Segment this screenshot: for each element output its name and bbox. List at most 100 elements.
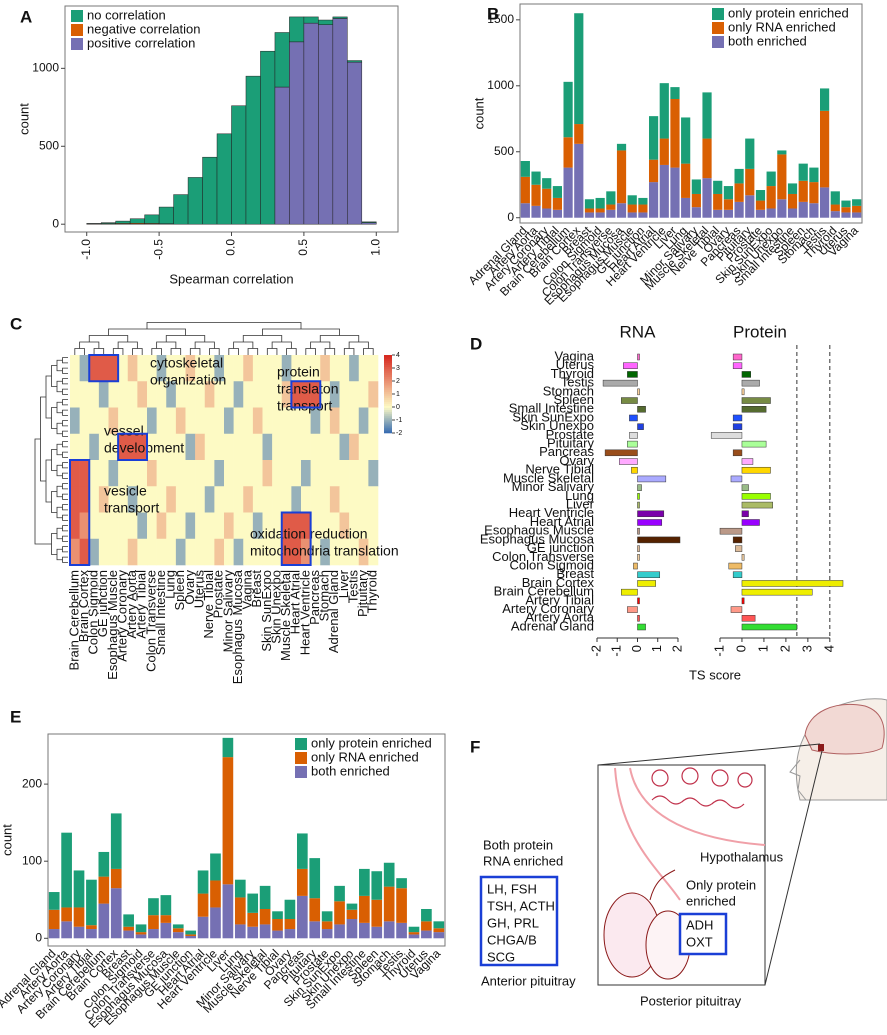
heatmap-cell (329, 486, 340, 513)
neuron-fibers (651, 795, 745, 809)
legend-label: both enriched (728, 33, 807, 48)
y-tick-label: 0 (507, 210, 514, 224)
heatmap-cell (243, 407, 254, 435)
annotation-box (280, 511, 312, 566)
category-label: Liver (566, 497, 595, 512)
heatmap-cell (252, 460, 263, 487)
bar-segment (531, 184, 541, 206)
colorbar-step (384, 358, 392, 362)
bar-segment (574, 124, 584, 144)
heatmap-cell (301, 433, 311, 461)
dendrogram-branch (233, 341, 254, 349)
gene: SCG (487, 949, 515, 964)
heatmap-cell (243, 381, 254, 408)
bar-segment (638, 204, 648, 213)
bar (637, 536, 681, 544)
bar-segment (197, 870, 209, 894)
heatmap-cell (147, 460, 157, 487)
bar-segment (371, 899, 383, 927)
annotation: transport (104, 500, 159, 516)
x-axis-label: TS score (689, 667, 741, 682)
heatmap-cell (185, 355, 196, 382)
heatmap-cell (329, 407, 340, 435)
bar (637, 501, 640, 509)
bar-segment (841, 212, 851, 218)
histogram-bar (158, 206, 174, 224)
legend-swatch (712, 36, 724, 48)
bar-segment (359, 895, 370, 923)
x-tick-label: Artery Aorta (124, 569, 139, 638)
bar (741, 484, 749, 491)
heatmap-cell (195, 512, 206, 540)
panel-title: RNA (620, 322, 657, 341)
heatmap-cell (175, 433, 186, 461)
bar (710, 432, 743, 439)
bar-segment (830, 204, 840, 212)
category-label: Ovary (559, 453, 594, 468)
heatmap-cell (214, 486, 225, 513)
heatmap-cell (252, 381, 263, 408)
heatmap-cell (272, 512, 283, 540)
bar-segment (148, 929, 159, 939)
heatmap-cell (301, 460, 311, 487)
heatmap-cell (147, 486, 157, 513)
bar-segment (185, 930, 197, 935)
bar-segment (542, 178, 552, 189)
bar (623, 362, 638, 369)
heatmap-cell (108, 460, 119, 487)
heatmap-cell (137, 381, 148, 408)
bar-segment (135, 934, 147, 939)
dendrogram-branch (51, 533, 57, 555)
gene: LH, FSH (487, 881, 537, 896)
heatmap-cell (166, 538, 177, 566)
heatmap-cell (339, 433, 350, 461)
heatmap-cell (310, 381, 321, 408)
x-tick-label: Heart Ventricle (297, 570, 312, 655)
bar-segment (638, 212, 648, 218)
x-tick-label: Spleen (172, 570, 187, 610)
dendrogram-branch (51, 407, 57, 429)
heatmap-cell (137, 433, 148, 461)
legend-swatch (71, 10, 83, 22)
heatmap-cell (175, 355, 186, 382)
bar-segment (531, 205, 541, 218)
bar-segment (383, 921, 395, 939)
bar-segment (798, 201, 808, 218)
legend-swatch (295, 766, 307, 778)
bar-segment (702, 92, 712, 139)
category-label: Lung (565, 488, 594, 503)
colorbar-label: 4 (396, 352, 400, 359)
heatmap-cell (166, 433, 177, 461)
heatmap-cell (70, 486, 80, 513)
bar-segment (61, 832, 72, 908)
heatmap-cell (204, 381, 215, 408)
bar-segment (606, 204, 616, 210)
heatmap-cell (281, 538, 292, 566)
x-tick-label: 0 (733, 645, 748, 652)
heatmap-cell (137, 538, 148, 566)
bar-segment (383, 862, 395, 887)
colorbar-step (384, 425, 392, 428)
x-tick-label: 0 (629, 645, 644, 652)
bar-segment (520, 203, 530, 218)
y-tick-label: 100 (22, 853, 42, 867)
group-title: RNA enriched (483, 853, 563, 868)
colorbar-step (384, 431, 392, 434)
bar (627, 440, 638, 448)
heatmap-cell (368, 512, 379, 540)
gene: OXT (686, 934, 713, 949)
bar (741, 580, 844, 587)
bar-segment (296, 868, 308, 896)
heatmap-cell (243, 538, 254, 566)
dendrogram-branch (117, 341, 138, 349)
heatmap-cell (156, 512, 167, 540)
bar-segment (648, 116, 659, 160)
dendrogram-branch (262, 328, 340, 336)
heatmap-cell (358, 512, 369, 540)
bar-segment (383, 886, 395, 922)
bar-segment (396, 878, 407, 889)
annotation: translaton (277, 381, 338, 397)
legend-label: positive correlation (87, 35, 195, 50)
histogram-bar (274, 32, 290, 88)
